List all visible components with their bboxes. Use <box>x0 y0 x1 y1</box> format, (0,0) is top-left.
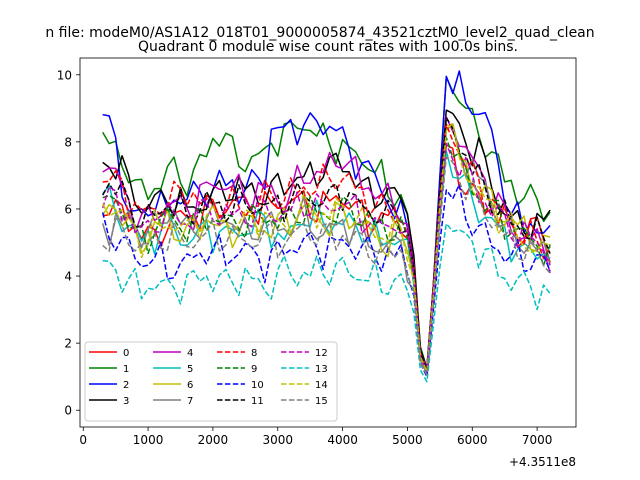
x-tick-label: 2000 <box>198 433 229 447</box>
x-tick-label: 5000 <box>392 433 423 447</box>
legend-label: 7 <box>187 396 193 407</box>
legend-label: 11 <box>251 396 264 407</box>
legend-label: 2 <box>123 380 129 391</box>
y-tick-label: 10 <box>57 68 72 82</box>
y-axis: 0 2 4 6 8 10 <box>57 68 80 418</box>
series-11-line <box>102 116 551 371</box>
legend-label: 9 <box>251 364 257 375</box>
legend-label: 3 <box>123 396 129 407</box>
series-8-line <box>102 123 551 371</box>
legend-label: 5 <box>187 364 193 375</box>
y-tick-label: 0 <box>64 404 72 418</box>
series-15-line <box>102 156 551 376</box>
legend-label: 6 <box>187 380 193 391</box>
y-tick-label: 4 <box>64 270 72 284</box>
figure-suptitle: n file: modeM0/AS1A12_018T01_9000005874_… <box>45 25 594 41</box>
series-14-line <box>102 121 551 373</box>
legend-label: 10 <box>251 380 264 391</box>
y-tick-label: 6 <box>64 202 72 216</box>
x-tick-label: 6000 <box>457 433 488 447</box>
axes-frame <box>79 57 577 428</box>
legend-frame <box>84 341 338 422</box>
legend-label: 15 <box>315 396 328 407</box>
series-13-line <box>102 222 551 383</box>
legend-label: 4 <box>187 348 193 359</box>
x-tick-label: 0 <box>79 433 87 447</box>
series-9-line <box>102 136 551 373</box>
x-tick-label: 3000 <box>262 433 293 447</box>
y-tick-label: 2 <box>64 337 72 351</box>
x-tick-label: 7000 <box>522 433 553 447</box>
legend-label: 1 <box>123 364 129 375</box>
x-offset-text: +4.3511e8 <box>509 455 576 469</box>
series-10-line <box>101 183 551 378</box>
series-4-line <box>102 116 551 370</box>
legend-label: 13 <box>315 364 328 375</box>
legend-label: 0 <box>123 348 129 359</box>
x-axis: 0 1000 2000 3000 4000 5000 6000 7000 <box>79 427 552 447</box>
x-tick-label: 1000 <box>133 433 164 447</box>
legend-label: 8 <box>251 348 257 359</box>
y-tick-label: 8 <box>64 135 72 149</box>
legend-label: 14 <box>315 380 328 391</box>
series-3-line <box>102 109 551 370</box>
series-layer <box>101 70 551 383</box>
series-6-line <box>102 124 551 371</box>
x-tick-label: 4000 <box>327 433 358 447</box>
chart-title: Quadrant 0 module wise count rates with … <box>138 39 518 55</box>
series-1-line <box>102 76 551 370</box>
legend-label: 12 <box>315 348 328 359</box>
